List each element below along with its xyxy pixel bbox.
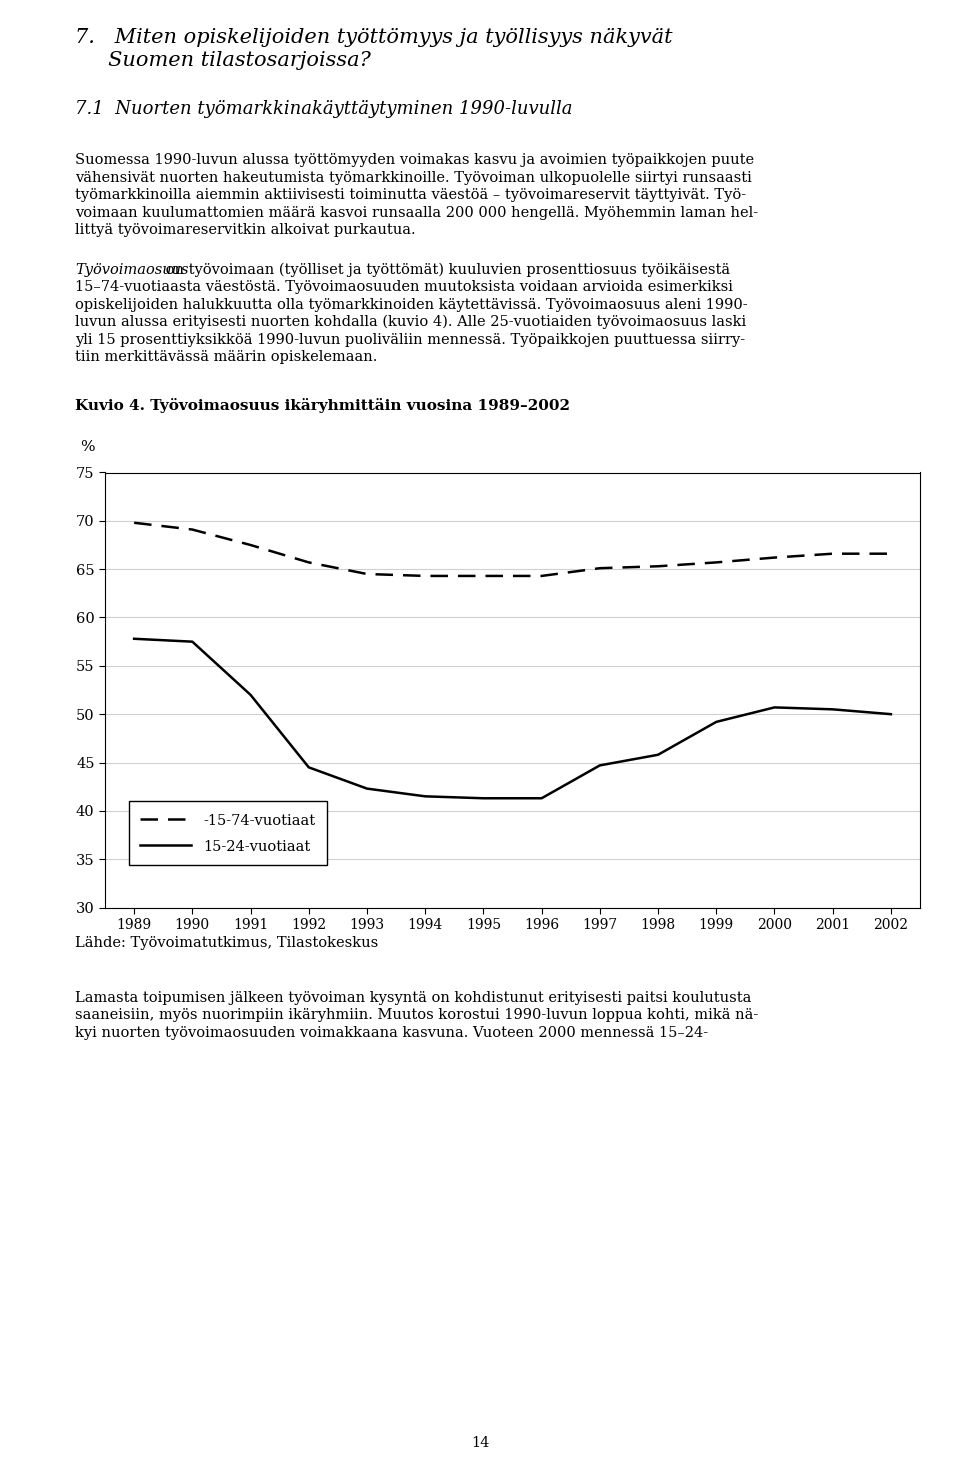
Text: Kuvio 4. Työvoimaosuus ikäryhmittäin vuosina 1989–2002: Kuvio 4. Työvoimaosuus ikäryhmittäin vuo… xyxy=(75,397,570,413)
Text: 15–74-vuotiaasta väestöstä. Työvoimaosuuden muutoksista voidaan arvioida esimerk: 15–74-vuotiaasta väestöstä. Työvoimaosuu… xyxy=(75,279,733,294)
Text: kyi nuorten työvoimaosuuden voimakkaana kasvuna. Vuoteen 2000 mennessä 15–24-: kyi nuorten työvoimaosuuden voimakkaana … xyxy=(75,1026,708,1039)
Text: saaneisiin, myös nuorimpiin ikäryhmiin. Muutos korostui 1990-luvun loppua kohti,: saaneisiin, myös nuorimpiin ikäryhmiin. … xyxy=(75,1008,758,1022)
Text: yli 15 prosenttiyksikköä 1990-luvun puoliväliin mennessä. Työpaikkojen puuttuess: yli 15 prosenttiyksikköä 1990-luvun puol… xyxy=(75,332,745,347)
Text: on työvoimaan (työlliset ja työttömät) kuuluvien prosenttiosuus työikäisestä: on työvoimaan (työlliset ja työttömät) k… xyxy=(161,263,731,276)
Text: 7.   Miten opiskelijoiden työttömyys ja työllisyys näkyvät: 7. Miten opiskelijoiden työttömyys ja ty… xyxy=(75,28,673,47)
Text: Lähde: Työvoimatutkimus, Tilastokeskus: Lähde: Työvoimatutkimus, Tilastokeskus xyxy=(75,935,378,950)
Text: luvun alussa erityisesti nuorten kohdalla (kuvio 4). Alle 25-vuotiaiden työvoima: luvun alussa erityisesti nuorten kohdall… xyxy=(75,315,746,329)
Text: voimaan kuulumattomien määrä kasvoi runsaalla 200 000 hengellä. Myöhemmin laman : voimaan kuulumattomien määrä kasvoi runs… xyxy=(75,206,758,219)
Text: littyä työvoimareservitkin alkoivat purkautua.: littyä työvoimareservitkin alkoivat purk… xyxy=(75,223,416,237)
Text: Työvoimaosuus: Työvoimaosuus xyxy=(75,263,188,276)
Text: Suomen tilastosarjoissa?: Suomen tilastosarjoissa? xyxy=(75,51,371,71)
Text: 14: 14 xyxy=(470,1436,490,1449)
Text: Lamasta toipumisen jälkeen työvoiman kysyntä on kohdistunut erityisesti paitsi k: Lamasta toipumisen jälkeen työvoiman kys… xyxy=(75,991,752,1004)
Text: 7.1  Nuorten työmarkkinakäyttäytyminen 1990-luvulla: 7.1 Nuorten työmarkkinakäyttäytyminen 19… xyxy=(75,100,572,118)
Text: työmarkkinoilla aiemmin aktiivisesti toiminutta väestöä – työvoimareservit täytt: työmarkkinoilla aiemmin aktiivisesti toi… xyxy=(75,188,746,201)
Legend: -15-74-vuotiaat, 15-24-vuotiaat: -15-74-vuotiaat, 15-24-vuotiaat xyxy=(129,801,326,866)
Text: %: % xyxy=(80,440,95,454)
Text: tiin merkittävässä määrin opiskelemaan.: tiin merkittävässä määrin opiskelemaan. xyxy=(75,350,377,365)
Text: opiskelijoiden halukkuutta olla työmarkkinoiden käytettävissä. Työvoimaosuus ale: opiskelijoiden halukkuutta olla työmarkk… xyxy=(75,297,748,312)
Text: vähensivät nuorten hakeutumista työmarkkinoille. Työvoiman ulkopuolelle siirtyi : vähensivät nuorten hakeutumista työmarkk… xyxy=(75,171,752,185)
Text: Suomessa 1990-luvun alussa työttömyyden voimakas kasvu ja avoimien työpaikkojen : Suomessa 1990-luvun alussa työttömyyden … xyxy=(75,153,755,168)
